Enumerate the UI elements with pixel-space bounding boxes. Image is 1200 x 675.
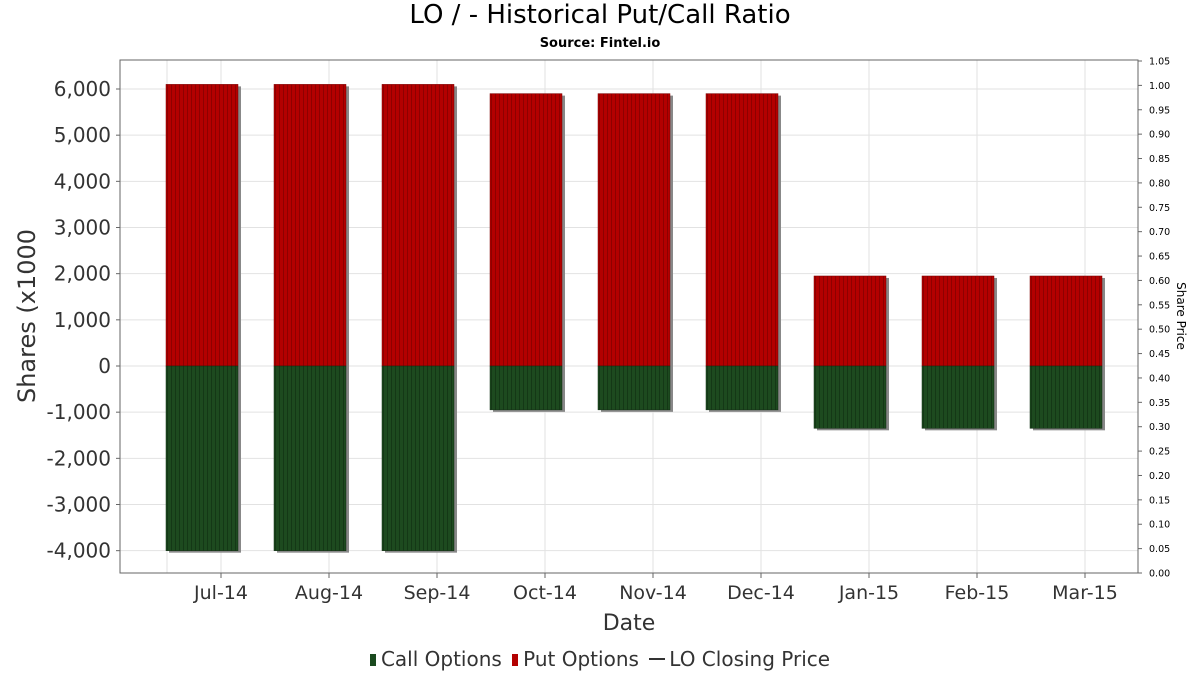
put-bar [813, 275, 887, 367]
y2-tick-label: 0.60 [1149, 276, 1170, 287]
call-bar [921, 365, 995, 429]
y2-tick-label: 1.05 [1149, 57, 1170, 68]
y2-tick-label: 0.85 [1149, 154, 1170, 165]
y2-tick-label: 0.40 [1149, 373, 1170, 384]
put-bar [381, 84, 455, 367]
y-tick-label: 0 [98, 354, 111, 378]
x-tick-label: Sep-14 [404, 582, 471, 604]
y2-tick-label: 0.90 [1149, 130, 1170, 141]
y-tick-label: 1,000 [54, 308, 111, 332]
y-tick-label: -2,000 [47, 446, 111, 470]
y2-tick-label: 0.75 [1149, 203, 1170, 214]
legend-swatch-call [369, 654, 376, 666]
y2-tick-label: 0.30 [1149, 422, 1170, 433]
y2-axis-label: Share Price [1174, 282, 1188, 350]
chart-legend: Call Options Put Options LO Closing Pric… [0, 647, 1200, 671]
legend-item-put: Put Options [512, 647, 639, 671]
x-tick-label: Dec-14 [727, 582, 795, 604]
y2-tick-label: 1.00 [1149, 81, 1170, 92]
legend-item-call: Call Options [369, 647, 502, 671]
call-bar [1029, 365, 1103, 429]
put-bar [597, 93, 671, 367]
call-bar [489, 365, 563, 411]
y-tick-label: 5,000 [54, 123, 111, 147]
y2-tick-label: 0.45 [1149, 349, 1170, 360]
y2-tick-label: 0.15 [1149, 495, 1170, 506]
y-tick-label: -4,000 [47, 539, 111, 563]
call-bar [165, 365, 239, 551]
y-tick-label: 3,000 [54, 216, 111, 240]
legend-item-price: LO Closing Price [649, 647, 830, 671]
legend-label-price: LO Closing Price [669, 647, 831, 671]
plot-border [119, 59, 1139, 574]
put-bar [1029, 275, 1103, 367]
legend-swatch-put [512, 654, 519, 666]
y2-tick-label: 0.05 [1149, 544, 1170, 555]
y-tick-label: -1,000 [47, 400, 111, 424]
y-tick-label: 4,000 [54, 169, 111, 193]
y2-tick-label: 0.55 [1149, 300, 1170, 311]
y2-tick-label: 0.80 [1149, 178, 1170, 189]
legend-label-call: Call Options [380, 647, 502, 671]
y2-tick-label: 0.65 [1149, 252, 1170, 263]
x-tick-label: Nov-14 [619, 582, 687, 604]
y2-tick-label: 0.10 [1149, 520, 1170, 531]
x-tick-label: Jan-15 [838, 582, 899, 604]
call-bar [381, 365, 455, 551]
legend-swatch-price [649, 658, 666, 660]
y2-tick-label: 0.70 [1149, 227, 1170, 238]
put-bar [165, 84, 239, 367]
put-bar [489, 93, 563, 367]
x-tick-label: Mar-15 [1052, 582, 1118, 604]
call-bar [705, 365, 779, 411]
y2-tick-label: 0.00 [1149, 569, 1170, 580]
y2-tick-label: 0.35 [1149, 398, 1170, 409]
put-bar [273, 84, 347, 367]
legend-label-put: Put Options [523, 647, 639, 671]
y2-tick-label: 0.25 [1149, 447, 1170, 458]
y-tick-label: 6,000 [54, 77, 111, 101]
y-tick-label: -3,000 [47, 493, 111, 517]
x-axis-label: Date [603, 611, 656, 636]
call-bar [813, 365, 887, 429]
x-tick-label: Oct-14 [513, 582, 577, 604]
chart-subtitle: Source: Fintel.io [539, 36, 661, 51]
y2-tick-label: 0.20 [1149, 471, 1170, 482]
put-bar [921, 275, 995, 367]
y2-tick-label: 0.50 [1149, 325, 1170, 336]
x-tick-label: Jul-14 [193, 582, 248, 604]
put-bar [705, 93, 779, 367]
y-tick-label: 2,000 [54, 262, 111, 286]
x-tick-label: Feb-15 [945, 582, 1010, 604]
call-bar [273, 365, 347, 551]
y2-tick-label: 0.95 [1149, 105, 1170, 116]
y-axis-label: Shares (x1000 [13, 229, 41, 403]
call-bar [597, 365, 671, 411]
x-tick-label: Aug-14 [295, 582, 363, 604]
chart-title: LO / - Historical Put/Call Ratio [409, 0, 791, 30]
